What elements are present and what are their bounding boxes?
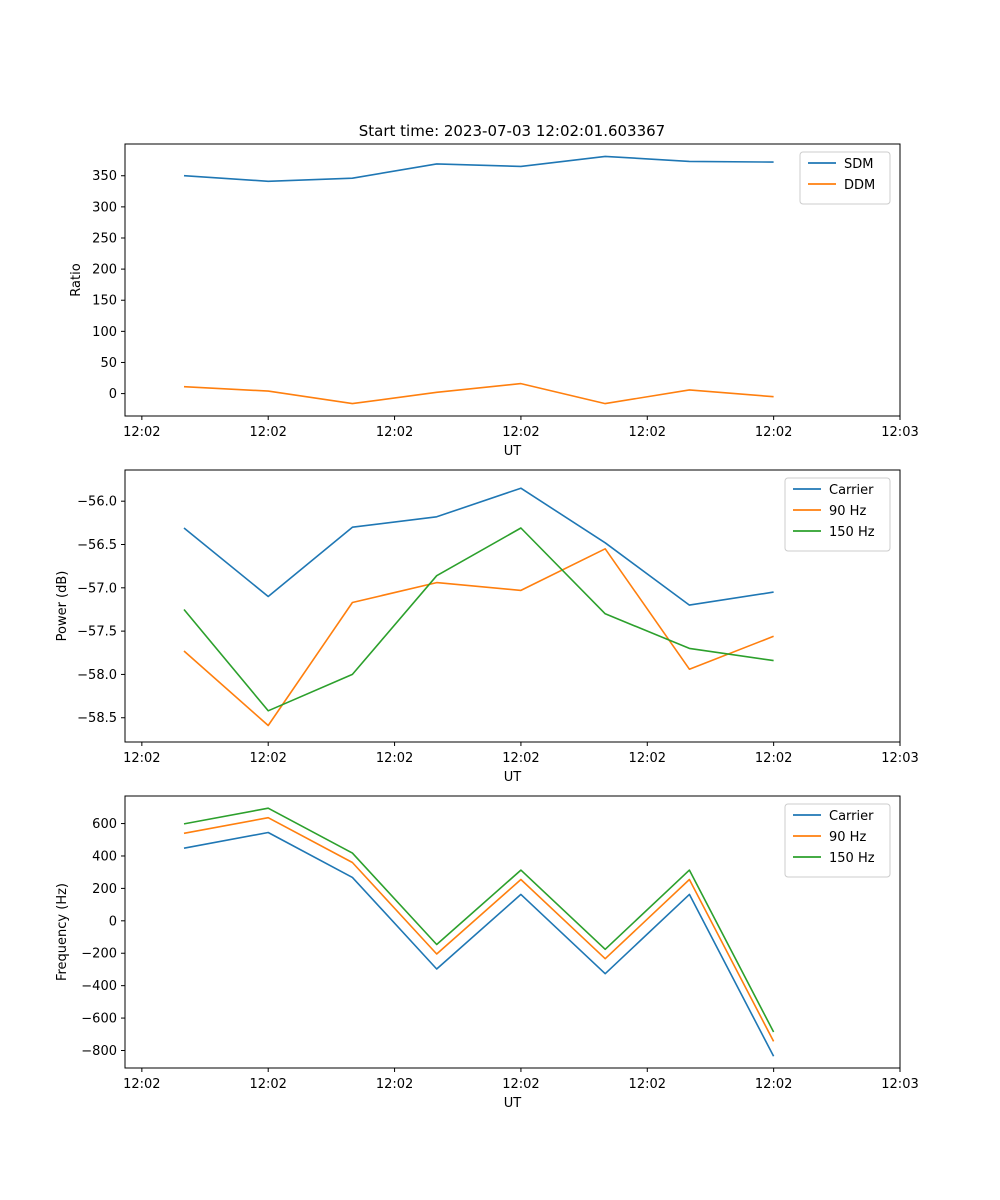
series-line-90-hz xyxy=(183,547,774,727)
legend: Carrier 90 Hz 150 Hz xyxy=(784,477,891,552)
y-tick-label: −56.0 xyxy=(77,495,117,510)
x-tick-label: 12:02 xyxy=(249,425,286,440)
series-line-ddm xyxy=(183,382,774,405)
x-tick-label: 12:02 xyxy=(123,1077,160,1092)
legend-box xyxy=(799,151,891,205)
y-tick-label: 0 xyxy=(109,387,117,402)
y-axis-label: Power (dB) xyxy=(55,571,70,642)
y-tick-label: 250 xyxy=(92,231,117,246)
x-tick-label: 12:02 xyxy=(376,425,413,440)
legend-label: Carrier xyxy=(829,809,874,824)
x-tick-label: 12:02 xyxy=(629,425,666,440)
series-line-carrier xyxy=(183,487,774,606)
y-tick-label: 150 xyxy=(92,294,117,309)
x-tick-label: 12:02 xyxy=(629,1077,666,1092)
legend-label: SDM xyxy=(844,157,873,172)
axes-frame xyxy=(124,143,901,417)
legend-label: 90 Hz xyxy=(829,504,866,519)
y-tick-label: 50 xyxy=(100,356,117,371)
x-tick-label: 12:03 xyxy=(881,751,918,766)
x-tick-label: 12:03 xyxy=(881,1077,918,1092)
legend: Carrier 90 Hz 150 Hz xyxy=(784,803,891,878)
x-axis-label: UT xyxy=(504,1096,522,1111)
x-tick-label: 12:02 xyxy=(502,1077,539,1092)
y-axis-label: Frequency (Hz) xyxy=(55,883,70,981)
y-tick-label: −400 xyxy=(81,979,117,994)
y-tick-label: 350 xyxy=(92,169,117,184)
legend-box xyxy=(784,803,891,878)
chart-panel-3: 12:02 12:02 12:02 12:02 12:02 12:02 12:03 600 40… xyxy=(55,795,919,1111)
chart-panel-1: 12:02 12:02 12:02 12:02 12:02 12:02 12:03 0 50 10… xyxy=(69,143,919,459)
chart-title: Start time: 2023-07-03 12:02:01.603367 xyxy=(359,122,665,140)
y-tick-label: 300 xyxy=(92,200,117,215)
y-tick-label: 200 xyxy=(92,882,117,897)
x-tick-label: 12:02 xyxy=(502,751,539,766)
y-tick-label: −57.0 xyxy=(77,581,117,596)
y-tick-label: −58.0 xyxy=(77,668,117,683)
y-tick-label: −600 xyxy=(81,1012,117,1027)
x-tick-label: 12:02 xyxy=(629,751,666,766)
legend-box xyxy=(784,477,891,552)
legend-label: 150 Hz xyxy=(829,851,875,866)
series-line-carrier xyxy=(183,831,775,1057)
x-tick-label: 12:02 xyxy=(123,751,160,766)
x-tick-label: 12:02 xyxy=(755,751,792,766)
x-tick-label: 12:02 xyxy=(249,1077,286,1092)
y-tick-label: −56.5 xyxy=(77,538,117,553)
y-tick-label: −800 xyxy=(81,1044,117,1059)
chart-panel-2: 12:02 12:02 12:02 12:02 12:02 12:02 12:03 −56.0… xyxy=(55,469,919,785)
y-tick-label: 600 xyxy=(92,817,117,832)
legend: SDM DDM xyxy=(799,151,891,205)
legend-label: 150 Hz xyxy=(829,525,875,540)
y-axis-label: Ratio xyxy=(69,263,84,296)
legend-label: Carrier xyxy=(829,483,874,498)
x-tick-label: 12:02 xyxy=(376,751,413,766)
y-tick-label: 100 xyxy=(92,325,117,340)
series-line-90-hz xyxy=(183,816,775,1042)
x-tick-label: 12:02 xyxy=(123,425,160,440)
legend-label: 90 Hz xyxy=(829,830,866,845)
x-tick-label: 12:02 xyxy=(376,1077,413,1092)
axes-frame xyxy=(124,795,901,1069)
legend-label: DDM xyxy=(844,178,875,193)
chart-panels: 12:02 12:02 12:02 12:02 12:02 12:02 12:03 0 50 10… xyxy=(55,143,919,1111)
x-tick-label: 12:02 xyxy=(755,425,792,440)
x-axis-label: UT xyxy=(504,770,522,785)
y-tick-label: 0 xyxy=(109,914,117,929)
x-tick-label: 12:02 xyxy=(755,1077,792,1092)
axes-frame xyxy=(124,469,901,743)
y-tick-label: 400 xyxy=(92,849,117,864)
y-tick-label: −58.5 xyxy=(77,711,117,726)
x-axis-label: UT xyxy=(504,444,522,459)
y-tick-label: 200 xyxy=(92,263,117,278)
y-tick-label: −200 xyxy=(81,947,117,962)
x-tick-label: 12:02 xyxy=(502,425,539,440)
y-tick-label: −57.5 xyxy=(77,625,117,640)
series-line-150-hz xyxy=(183,527,774,712)
series-line-150-hz xyxy=(183,807,775,1033)
x-tick-label: 12:02 xyxy=(249,751,286,766)
x-tick-label: 12:03 xyxy=(881,425,918,440)
series-line-sdm xyxy=(183,155,774,183)
